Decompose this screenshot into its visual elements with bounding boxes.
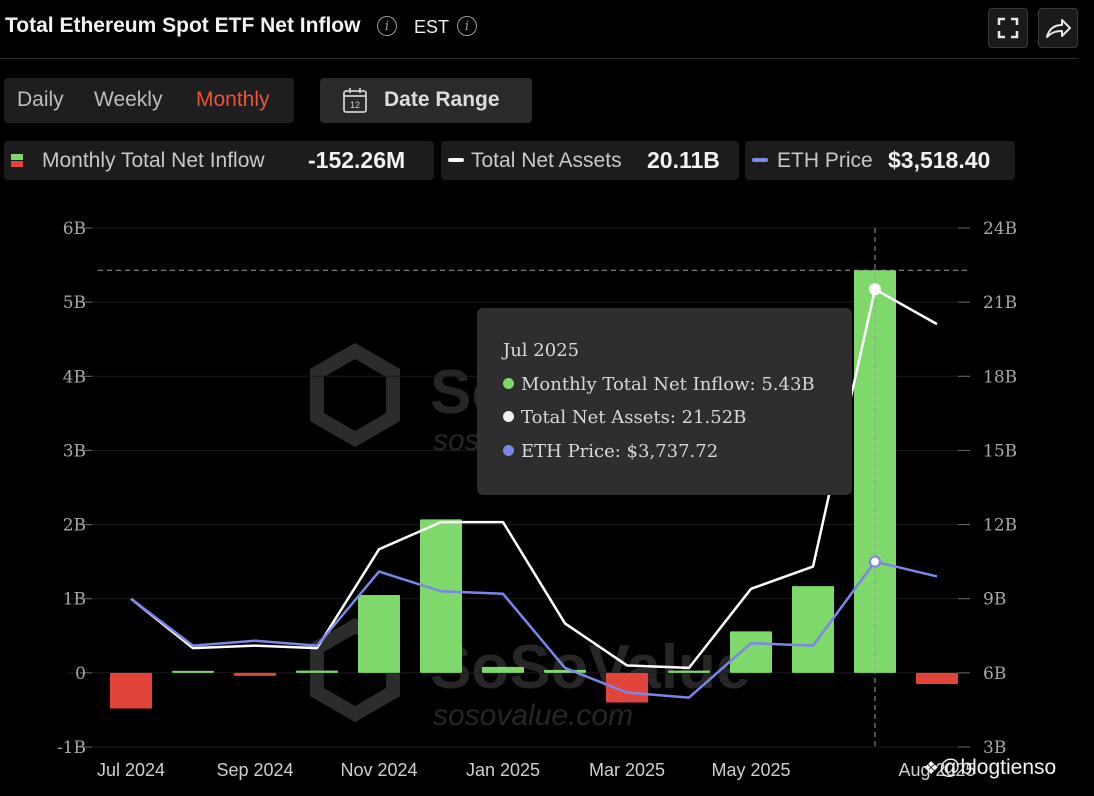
y-right-tick-label: 15B — [983, 441, 1017, 461]
share-icon — [1046, 19, 1071, 38]
tab-monthly[interactable]: Monthly — [196, 88, 270, 111]
chart-header: Total Ethereum Spot ETF Net Inflow i EST… — [0, 0, 1094, 58]
tooltip-text: ETH Price: $3,737.72 — [521, 441, 719, 462]
axes: 6B 5B 4B 3B 2B 1B 0 -1B 24B 21B 18B 15B 12B 9B 6B 3B Jul… — [57, 219, 1017, 780]
price-legend-swatch — [752, 158, 768, 162]
legend-value: $3,518.40 — [888, 147, 991, 173]
y-left-tick-label: 1B — [63, 590, 86, 610]
credit-icon: ❖ — [923, 758, 940, 778]
legend-label: Monthly Total Net Inflow — [42, 149, 265, 172]
bar — [792, 586, 834, 673]
bar — [172, 670, 214, 673]
bar — [110, 672, 152, 709]
svg-text:12: 12 — [350, 100, 360, 110]
y-left-tick-label: 4B — [63, 367, 86, 387]
bar — [606, 672, 648, 703]
tab-weekly[interactable]: Weekly — [94, 88, 163, 111]
legend-eth-price[interactable]: ETH Price $3,518.40 — [745, 141, 1015, 180]
date-range-button[interactable]: 12 Date Range — [320, 78, 532, 123]
net-assets-line — [130, 288, 938, 670]
tooltip-row-inflow: Monthly Total Net Inflow: 5.43B — [503, 374, 815, 395]
bar — [730, 631, 772, 673]
legend-value: 20.11B — [647, 147, 720, 173]
bar — [234, 672, 276, 676]
y-left-tick-label: 3B — [63, 441, 86, 461]
series-lines — [98, 228, 970, 747]
share-button[interactable] — [1038, 8, 1078, 48]
legend-label: Total Net Assets — [471, 149, 622, 172]
y-left-tick-label: 6B — [63, 219, 86, 239]
tooltip-title: Jul 2025 — [503, 340, 580, 361]
tooltip-text: Total Net Assets: 21.52B — [521, 407, 747, 428]
legend-label: ETH Price — [777, 149, 873, 172]
eth-price-line-highlight-point — [869, 555, 881, 568]
y-left-tick-label: -1B — [57, 738, 86, 758]
watermark-brand: SoSoValue — [430, 633, 750, 702]
y-left-tick-label: 0 — [75, 664, 86, 684]
x-tick-label: Mar 2025 — [589, 760, 665, 780]
bar — [420, 519, 462, 673]
x-tick-label: Jan 2025 — [466, 760, 540, 780]
tooltip-text: Monthly Total Net Inflow: 5.43B — [521, 374, 815, 395]
chart-title: Total Ethereum Spot ETF Net Inflow — [5, 14, 361, 37]
tooltip-row-assets: Total Net Assets: 21.52B — [503, 407, 746, 428]
y-right-tick-label: 9B — [983, 590, 1006, 610]
y-right-tick-label: 6B — [983, 664, 1006, 684]
date-range-label: Date Range — [384, 88, 500, 111]
info-icon[interactable]: i — [377, 16, 397, 36]
y-right-tick-label: 21B — [983, 293, 1017, 313]
watermark-url: sosovalue.com — [433, 699, 633, 732]
assets-legend-swatch — [448, 158, 464, 162]
bar — [482, 666, 524, 673]
bar — [296, 670, 338, 673]
fullscreen-button[interactable] — [988, 8, 1028, 48]
x-tick-label: Sep 2024 — [216, 760, 293, 780]
y-left-tick-label: 2B — [63, 516, 86, 536]
calendar-icon: 12 — [343, 88, 367, 113]
chart-tooltip: Jul 2025 Monthly Total Net Inflow: 5.43B… — [477, 308, 852, 495]
bar — [358, 595, 400, 673]
x-tick-label: Jul 2024 — [97, 760, 165, 780]
x-tick-label: Aug 2025 — [898, 760, 975, 780]
header-divider — [0, 58, 1078, 59]
bar — [916, 672, 958, 684]
inflow-legend-swatch — [11, 154, 23, 167]
y-right-tick-label: 3B — [983, 738, 1006, 758]
tab-daily[interactable]: Daily — [17, 88, 64, 111]
legend-inflow[interactable]: Monthly Total Net Inflow -152.26M — [4, 141, 434, 180]
legend-net-assets[interactable]: Total Net Assets 20.11B — [441, 141, 739, 180]
x-tick-label: May 2025 — [711, 760, 790, 780]
legend-value: -152.26M — [308, 147, 406, 173]
period-selector: Daily Weekly Monthly — [4, 78, 294, 123]
bar — [544, 669, 586, 673]
x-tick-label: Nov 2024 — [340, 760, 417, 780]
eth-price-line — [130, 560, 938, 699]
bar — [668, 670, 710, 673]
y-left-tick-label: 5B — [63, 293, 86, 313]
watermark-logo — [309, 342, 401, 448]
tooltip-row-price: ETH Price: $3,737.72 — [503, 441, 718, 462]
timezone-label: EST — [414, 17, 450, 37]
credit-text: @blogtienso — [939, 756, 1057, 779]
fullscreen-icon — [997, 17, 1019, 39]
net-assets-line-highlight-point — [869, 283, 881, 296]
credit-label: ❖@blogtienso — [923, 756, 1056, 780]
y-right-tick-label: 18B — [983, 367, 1017, 387]
y-right-tick-label: 12B — [983, 516, 1017, 536]
y-right-tick-label: 24B — [983, 219, 1017, 239]
timezone-info-icon[interactable]: i — [457, 16, 477, 36]
